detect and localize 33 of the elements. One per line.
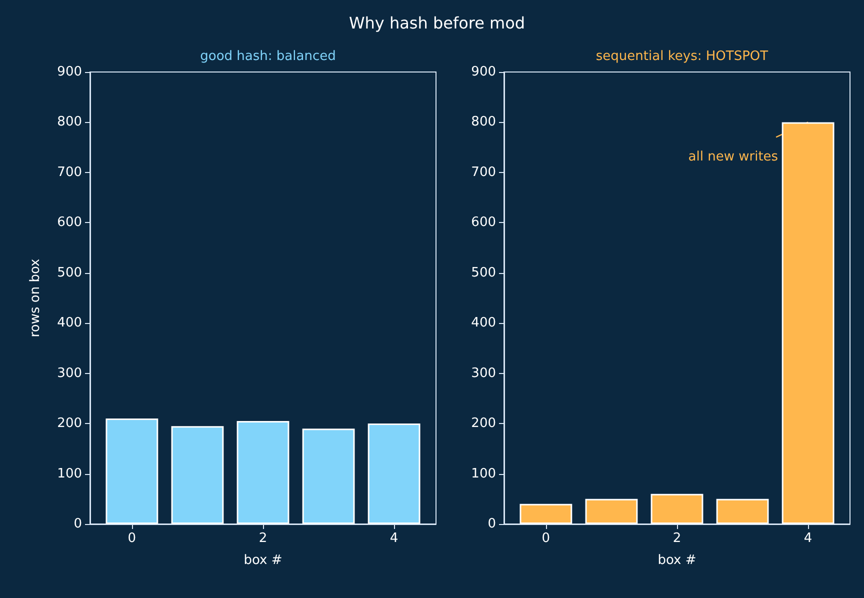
y-tick-label: 600 [57,215,82,230]
y-tick-label: 500 [57,265,82,280]
y-axis-title: rows on box [28,258,43,338]
x-tick-label: 4 [390,531,398,546]
chart-title: Why hash before mod [348,14,526,32]
y-tick-label: 200 [57,416,82,432]
y-tick-label: 400 [471,316,496,331]
y-tick-label: 800 [57,114,82,130]
y-tick-label: 100 [471,466,496,482]
annotation: all new writes [688,150,778,165]
x-axis-title: box # [658,553,696,568]
y-tick-label: 300 [57,366,82,381]
y-tick-label: 900 [471,64,496,80]
x-axis-title: box # [244,553,282,568]
x-tick-label: 4 [804,531,812,546]
y-tick-label: 0 [488,516,496,532]
y-tick-label: 100 [57,466,82,482]
x-tick-label: 0 [128,531,136,546]
y-tick-label: 700 [471,164,496,180]
y-tick-label: 600 [471,215,496,230]
chart-subtitle: sequential keys: HOTSPOT [596,49,768,64]
y-tick-label: 700 [57,164,82,180]
y-tick-label: 400 [57,316,82,331]
y-tick-label: 200 [471,416,496,432]
x-tick-label: 0 [542,531,550,546]
y-tick-label: 300 [471,366,496,381]
y-tick-label: 0 [74,516,82,532]
chart-subtitle: good hash: balanced [200,49,336,64]
x-tick-label: 2 [258,531,268,546]
y-tick-label: 500 [471,265,496,280]
y-tick-label: 800 [471,114,496,130]
y-tick-label: 900 [57,64,82,80]
x-tick-label: 2 [672,531,682,546]
